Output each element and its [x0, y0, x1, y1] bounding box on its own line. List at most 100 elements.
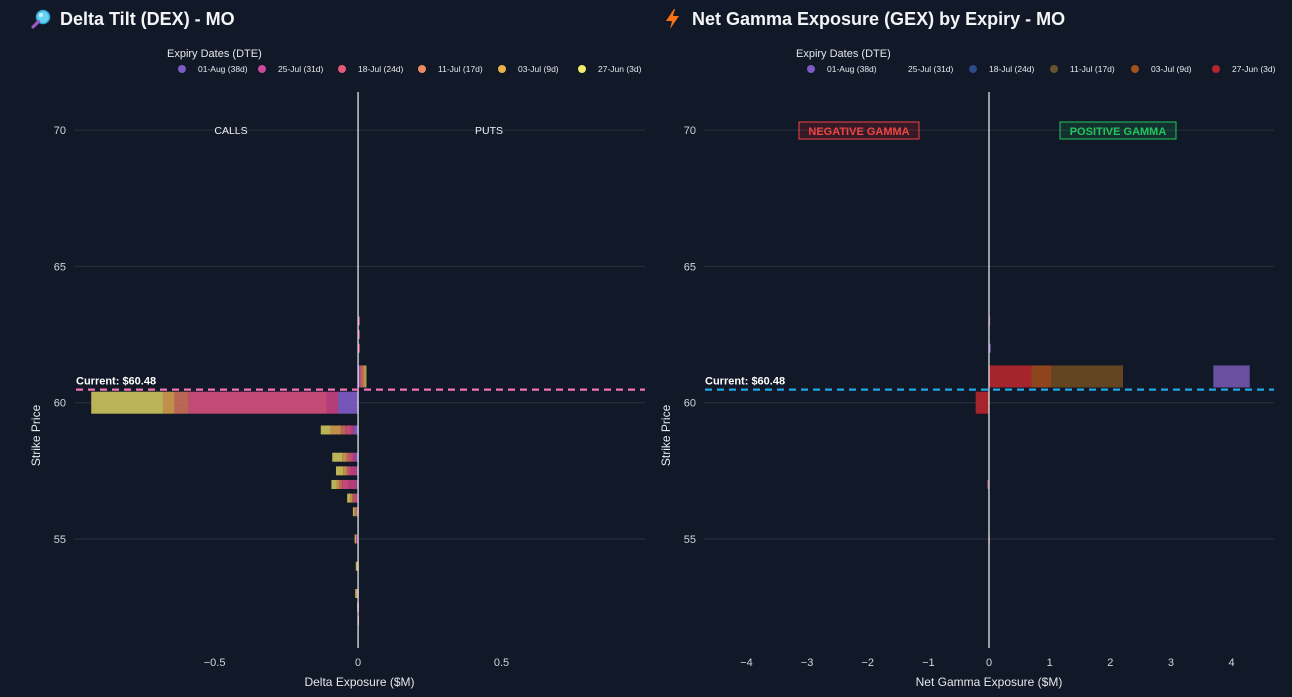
- bar-segment: [356, 466, 359, 476]
- y-axis-title: Strike Price: [29, 404, 43, 466]
- bar-segment: [335, 466, 344, 476]
- bar-segment: [1213, 365, 1250, 388]
- legend-marker[interactable]: [807, 65, 815, 73]
- bar-segment: [352, 493, 354, 503]
- positive-gamma-box: [1059, 121, 1177, 140]
- bar-segment: [358, 330, 360, 340]
- bar-segment: [356, 534, 358, 544]
- bar-segment: [361, 365, 364, 388]
- legend-label[interactable]: 27-Jun (3d): [598, 64, 642, 74]
- legend-marker[interactable]: [178, 65, 186, 73]
- legend-marker[interactable]: [418, 65, 426, 73]
- legend-marker[interactable]: [888, 65, 896, 73]
- legend-marker[interactable]: [969, 65, 977, 73]
- legend-label[interactable]: 03-Jul (9d): [518, 64, 559, 74]
- bar-segment: [356, 588, 358, 598]
- bar-segment: [326, 391, 338, 414]
- bar-segment: [1031, 365, 1052, 388]
- dex-title-text: Delta Tilt (DEX) - MO: [60, 8, 235, 29]
- bar-segment: [342, 452, 347, 462]
- legend-marker[interactable]: [1131, 65, 1139, 73]
- y-tick-label: 60: [54, 398, 66, 410]
- y-tick-label: 55: [54, 534, 66, 546]
- gex-panel: Net Gamma Exposure (GEX) by Expiry - MO …: [632, 0, 1292, 697]
- bar-segment: [188, 391, 327, 414]
- y-tick-label: 60: [684, 398, 696, 410]
- legend-title: Expiry Dates (DTE): [167, 48, 262, 60]
- bar-segment: [356, 507, 358, 517]
- y-axis-title: Strike Price: [659, 404, 673, 466]
- bar-segment: [343, 466, 347, 476]
- x-axis-title: Net Gamma Exposure ($M): [916, 675, 1063, 689]
- bar-segment: [363, 365, 366, 388]
- legend-label[interactable]: 03-Jul (9d): [1151, 64, 1192, 74]
- lightning-icon: [666, 9, 679, 29]
- legend-marker[interactable]: [578, 65, 586, 73]
- legend-label[interactable]: 27-Jun (3d): [1232, 64, 1276, 74]
- x-tick-label: 4: [1228, 657, 1234, 669]
- y-tick-label: 70: [54, 125, 66, 137]
- bar-segment: [354, 507, 356, 517]
- legend-marker[interactable]: [1212, 65, 1220, 73]
- bar-segment: [987, 479, 989, 489]
- legend-label[interactable]: 11-Jul (17d): [438, 64, 483, 74]
- bar-segment: [353, 425, 359, 435]
- y-tick-label: 70: [684, 125, 696, 137]
- x-tick-label: 0.5: [494, 657, 509, 669]
- x-tick-label: −0.5: [204, 657, 226, 669]
- dex-title: Delta Tilt (DEX) - MO: [30, 8, 235, 30]
- bar-segment: [352, 452, 356, 462]
- bar-segment: [354, 534, 356, 544]
- x-tick-label: −4: [740, 657, 753, 669]
- x-tick-label: 2: [1107, 657, 1113, 669]
- bar-segment: [356, 479, 359, 489]
- bar-segment: [987, 479, 989, 489]
- gex-title-text: Net Gamma Exposure (GEX) by Expiry - MO: [692, 8, 1066, 29]
- bar-segment: [342, 479, 349, 489]
- legend-label[interactable]: 18-Jul (24d): [989, 64, 1035, 74]
- bar-segment: [339, 479, 343, 489]
- y-tick-label: 65: [684, 261, 696, 273]
- puts-label: PUTS: [475, 125, 503, 137]
- bar-segment: [332, 452, 343, 462]
- legend-label[interactable]: 18-Jul (24d): [358, 64, 404, 74]
- negative-gamma-box: [798, 121, 920, 140]
- magnifier-icon: [31, 9, 51, 29]
- bar-segment: [320, 425, 331, 435]
- bar-segment: [348, 466, 351, 476]
- x-tick-label: 0: [986, 657, 992, 669]
- dex-panel: Delta Tilt (DEX) - MO 55 60 65 70 −0.5 0 0.5 De…: [29, 8, 645, 689]
- bar-segment: [352, 507, 355, 517]
- bar-segment: [348, 479, 357, 489]
- x-tick-label: 1: [1047, 657, 1053, 669]
- calls-label: CALLS: [214, 125, 247, 137]
- bar-segment: [174, 391, 189, 414]
- bar-segment: [989, 343, 991, 353]
- bar-segment: [330, 425, 341, 435]
- x-tick-label: −1: [922, 657, 935, 669]
- bar-segment: [350, 466, 357, 476]
- bar-segment: [349, 452, 353, 462]
- x-axis-title: Delta Exposure ($M): [304, 675, 414, 689]
- bar-segment: [347, 493, 351, 503]
- legend-label[interactable]: 01-Aug (38d): [827, 64, 877, 74]
- dex-chart: 55 60 65 70 −0.5 0 0.5 Delta Exposure ($M) Strik…: [29, 48, 645, 689]
- legend-label[interactable]: 11-Jul (17d): [1070, 64, 1115, 74]
- legend-label[interactable]: 25-Jul (31d): [908, 64, 954, 74]
- y-tick-label: 55: [684, 534, 696, 546]
- x-tick-label: 0: [355, 657, 361, 669]
- bar-segment: [345, 425, 351, 435]
- bar-segment: [346, 452, 350, 462]
- legend-marker[interactable]: [1050, 65, 1058, 73]
- bar-segment: [350, 493, 353, 503]
- gex-title: Net Gamma Exposure (GEX) by Expiry - MO: [662, 8, 1065, 30]
- legend-marker[interactable]: [258, 65, 266, 73]
- bar-segment: [353, 493, 357, 503]
- bar-segment: [365, 365, 367, 388]
- legend-label[interactable]: 25-Jul (31d): [278, 64, 324, 74]
- legend-marker[interactable]: [498, 65, 506, 73]
- legend-marker[interactable]: [338, 65, 346, 73]
- bar-segment: [355, 452, 359, 462]
- legend-label[interactable]: 01-Aug (38d): [198, 64, 248, 74]
- bar-segment: [350, 425, 354, 435]
